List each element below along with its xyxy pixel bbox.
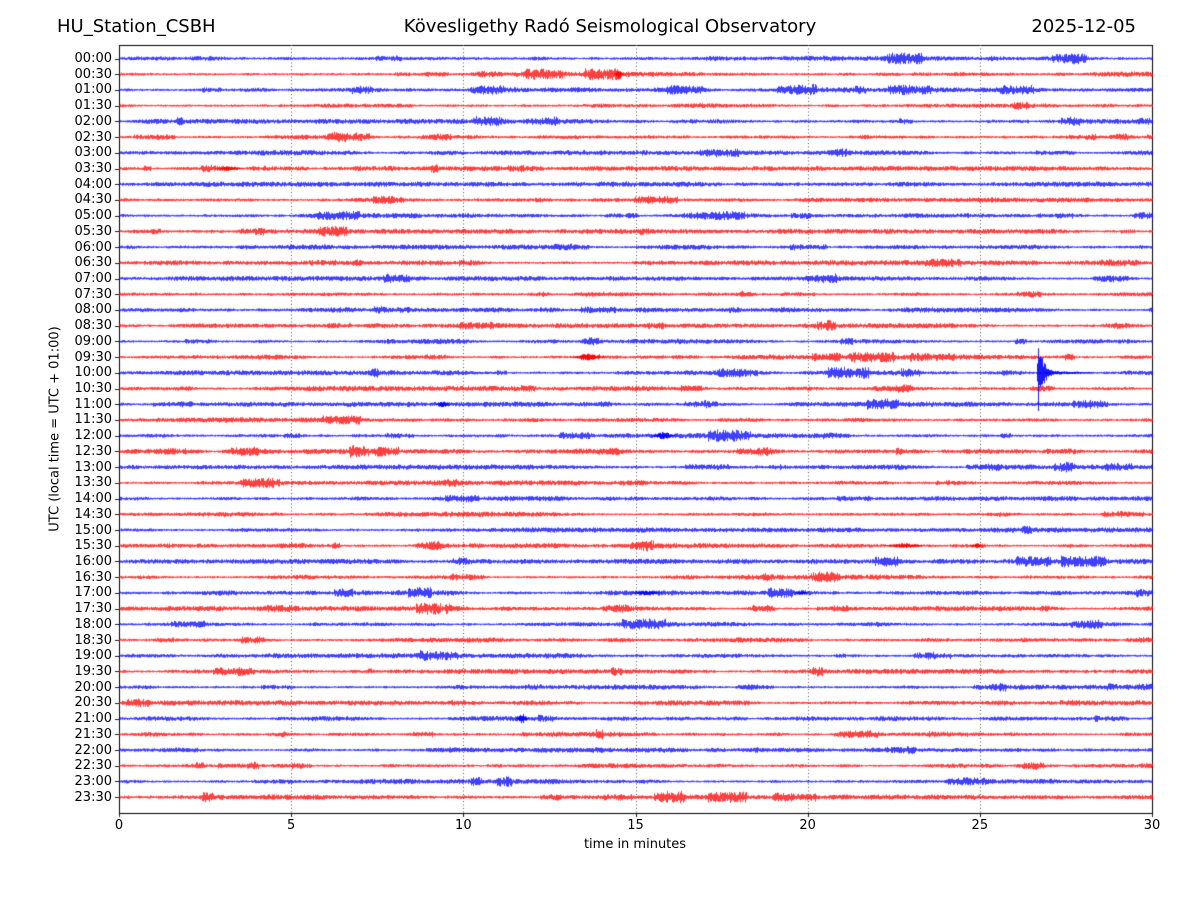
y-tick-label: 08:30	[74, 318, 112, 334]
y-tick-label: 01:00	[74, 82, 112, 98]
x-tick-label: 0	[114, 818, 124, 833]
y-tick-label: 20:30	[74, 695, 112, 711]
y-tick-label: 09:00	[74, 333, 112, 349]
x-tick-label: 25	[971, 818, 989, 833]
y-tick-label: 21:00	[74, 711, 112, 727]
y-tick-label: 14:00	[74, 491, 112, 507]
x-tick-label: 5	[287, 818, 296, 833]
y-tick-label: 22:30	[74, 758, 112, 774]
y-tick-label: 22:00	[74, 742, 112, 758]
y-tick-label: 03:00	[74, 145, 112, 161]
y-tick-label: 01:30	[74, 98, 112, 114]
y-tick-label: 16:00	[74, 553, 112, 569]
x-axis-label: time in minutes	[583, 837, 687, 852]
y-tick-label: 23:30	[74, 789, 112, 805]
y-tick-label: 02:00	[74, 113, 112, 129]
station-title: HU_Station_CSBH	[57, 16, 216, 37]
y-tick-label: 02:30	[74, 129, 112, 145]
y-tick-label: 00:30	[74, 66, 112, 82]
y-tick-label: 14:30	[74, 506, 112, 522]
y-tick-label: 17:00	[74, 585, 112, 601]
y-tick-label: 18:30	[74, 632, 112, 648]
y-tick-label: 10:00	[74, 365, 112, 381]
y-tick-label: 15:30	[74, 538, 112, 554]
y-tick-label: 04:00	[74, 176, 112, 192]
y-tick-label: 12:30	[74, 443, 112, 459]
y-tick-label: 08:00	[74, 302, 112, 318]
y-tick-label: 17:30	[74, 601, 112, 617]
y-tick-label: 13:30	[74, 475, 112, 491]
y-tick-label: 20:00	[74, 679, 112, 695]
y-tick-label: 19:30	[74, 663, 112, 679]
y-tick-label: 11:00	[74, 396, 112, 412]
y-tick-label: 11:30	[74, 412, 112, 428]
y-tick-label: 16:30	[74, 569, 112, 585]
y-tick-label: 03:30	[74, 161, 112, 177]
x-tick-label: 10	[455, 818, 472, 833]
y-tick-label: 13:00	[74, 459, 112, 475]
y-tick-label: 12:00	[74, 428, 112, 444]
y-tick-label: 07:30	[74, 286, 112, 302]
x-tick-label: 20	[799, 818, 816, 833]
y-tick-label: 05:00	[74, 208, 112, 224]
y-tick-label: 06:30	[74, 255, 112, 271]
observatory-title: Kövesligethy Radó Seismological Observat…	[403, 16, 817, 37]
y-tick-label: 04:30	[74, 192, 112, 208]
y-tick-label: 00:00	[74, 51, 112, 66]
y-tick-label: 23:00	[74, 773, 112, 789]
y-tick-label: 10:30	[74, 381, 112, 397]
date-title: 2025-12-05	[1031, 16, 1136, 37]
y-tick-label: 05:30	[74, 223, 112, 239]
x-tick-label: 15	[627, 818, 644, 833]
y-tick-label: 07:00	[74, 271, 112, 287]
y-tick-label: 19:00	[74, 648, 112, 664]
x-tick-label: 30	[1143, 818, 1161, 833]
y-tick-label: 15:00	[74, 522, 112, 538]
y-tick-label: 21:30	[74, 726, 112, 742]
y-tick-label: 18:00	[74, 616, 112, 632]
y-tick-label: 06:00	[74, 239, 112, 255]
y-tick-label: 09:30	[74, 349, 112, 365]
